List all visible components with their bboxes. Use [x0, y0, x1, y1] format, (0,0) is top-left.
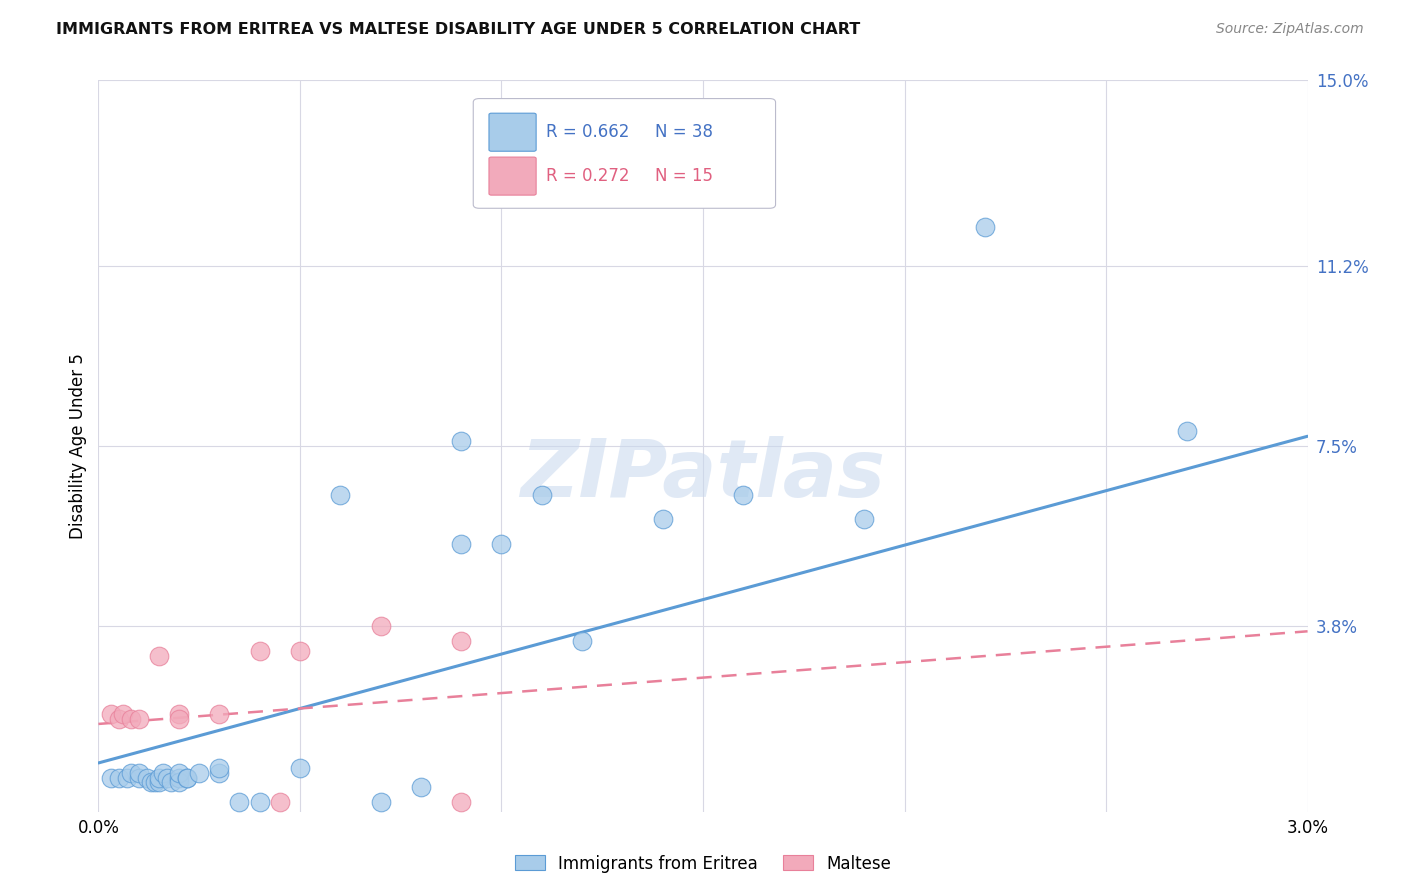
Y-axis label: Disability Age Under 5: Disability Age Under 5 — [69, 353, 87, 539]
FancyBboxPatch shape — [474, 99, 776, 209]
Point — [128, 712, 150, 726]
Point — [135, 771, 157, 785]
Text: ZIPatlas: ZIPatlas — [520, 436, 886, 515]
Text: IMMIGRANTS FROM ERITREA VS MALTESE DISABILITY AGE UNDER 5 CORRELATION CHART: IMMIGRANTS FROM ERITREA VS MALTESE DISAB… — [56, 22, 860, 37]
Point — [450, 795, 472, 809]
Point — [107, 771, 129, 785]
Point — [167, 775, 190, 789]
Point — [167, 771, 190, 785]
Point — [128, 765, 150, 780]
Point — [120, 765, 142, 780]
Point — [208, 707, 231, 722]
Point — [450, 634, 472, 648]
Point — [128, 771, 150, 785]
FancyBboxPatch shape — [489, 157, 536, 195]
Point — [733, 488, 755, 502]
Point — [148, 775, 170, 789]
Point — [111, 707, 134, 722]
Point — [176, 771, 198, 785]
Point — [288, 644, 311, 658]
Point — [100, 771, 122, 785]
Point — [167, 707, 190, 722]
Point — [329, 488, 352, 502]
Point — [853, 512, 876, 526]
Text: Source: ZipAtlas.com: Source: ZipAtlas.com — [1216, 22, 1364, 37]
Point — [450, 536, 472, 550]
Text: R = 0.662: R = 0.662 — [546, 123, 628, 141]
Point — [269, 795, 291, 809]
Point — [176, 771, 198, 785]
Text: N = 38: N = 38 — [655, 123, 713, 141]
Point — [107, 712, 129, 726]
Point — [100, 707, 122, 722]
Point — [148, 648, 170, 663]
Point — [208, 765, 231, 780]
Point — [228, 795, 250, 809]
Point — [139, 775, 162, 789]
Point — [188, 765, 211, 780]
Point — [249, 795, 271, 809]
Point — [571, 634, 593, 648]
Point — [167, 765, 190, 780]
Point — [120, 712, 142, 726]
Point — [249, 644, 271, 658]
Point — [491, 536, 513, 550]
Point — [370, 619, 392, 633]
Text: R = 0.272: R = 0.272 — [546, 167, 630, 186]
Point — [288, 761, 311, 775]
Legend: Immigrants from Eritrea, Maltese: Immigrants from Eritrea, Maltese — [508, 848, 898, 880]
Point — [208, 761, 231, 775]
Point — [370, 795, 392, 809]
Point — [1175, 425, 1198, 439]
FancyBboxPatch shape — [489, 113, 536, 152]
Point — [450, 434, 472, 449]
Point — [156, 771, 179, 785]
Point — [651, 512, 673, 526]
Point — [152, 765, 174, 780]
Point — [167, 712, 190, 726]
Point — [160, 775, 183, 789]
Point — [974, 219, 997, 234]
Point — [148, 771, 170, 785]
Point — [530, 488, 553, 502]
Point — [409, 780, 432, 795]
Point — [115, 771, 138, 785]
Text: N = 15: N = 15 — [655, 167, 713, 186]
Point — [143, 775, 166, 789]
